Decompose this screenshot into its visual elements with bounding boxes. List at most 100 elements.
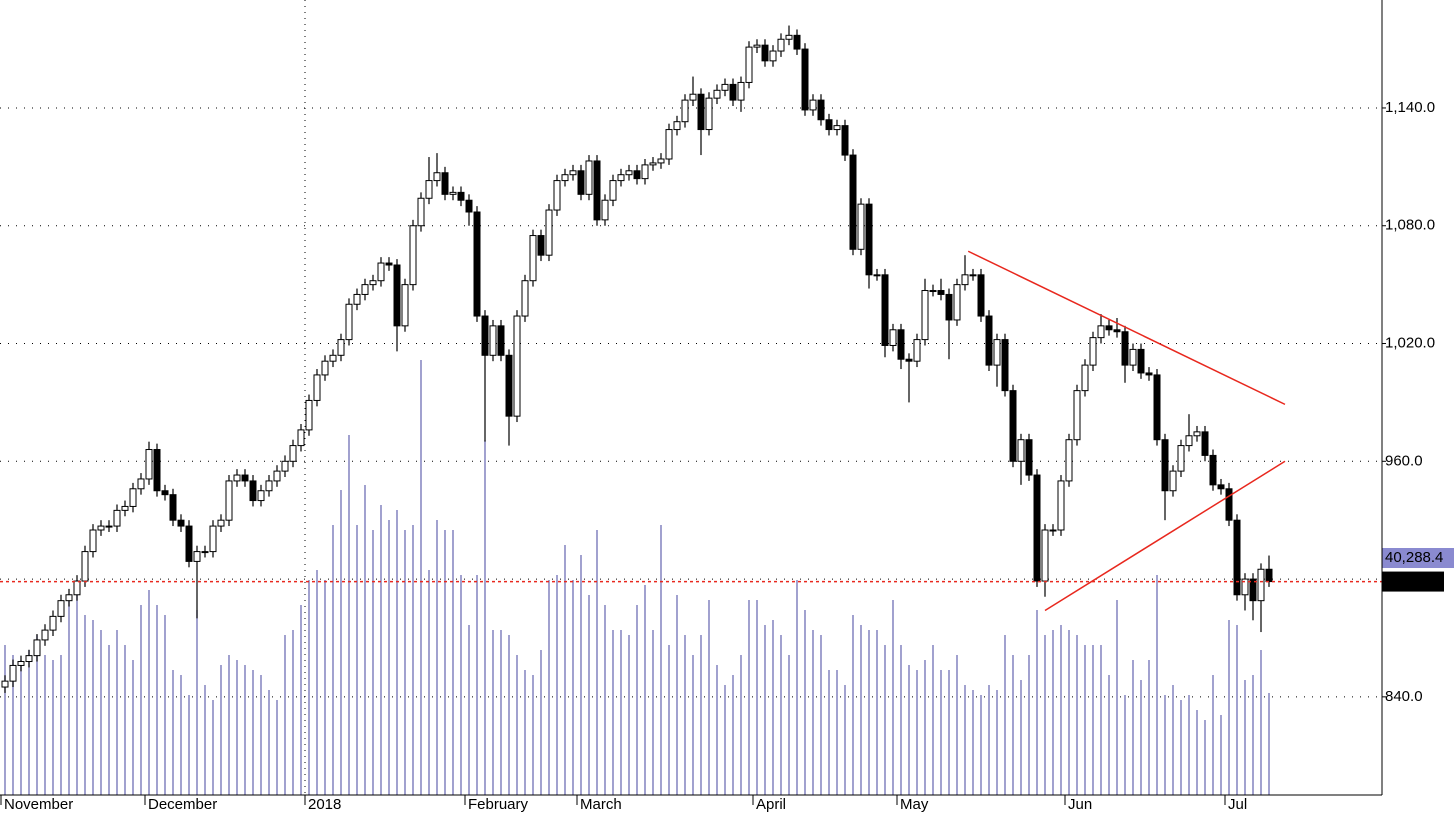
candle-body xyxy=(1161,439,1169,492)
candle-body xyxy=(665,129,673,160)
last-volume-label: 40,288.4 xyxy=(1385,549,1443,566)
candle-body xyxy=(281,460,289,472)
candle-body xyxy=(1121,331,1129,366)
candle-body xyxy=(937,290,945,295)
candle-body xyxy=(465,199,473,213)
candle-body xyxy=(1089,337,1097,366)
candle-body xyxy=(569,170,577,176)
x-tick-label: Jul xyxy=(1228,796,1247,813)
candle-body xyxy=(897,329,905,360)
y-tick-label: 840.0 xyxy=(1385,688,1423,705)
y-tick-label: 1,020.0 xyxy=(1385,334,1435,351)
candle-body xyxy=(1257,568,1265,602)
candle-body xyxy=(257,490,265,502)
candle-body xyxy=(137,478,145,490)
candle-body xyxy=(1233,519,1241,596)
candle-body xyxy=(105,525,113,528)
candle-body xyxy=(57,600,65,617)
candle-body xyxy=(1225,488,1233,521)
candle-body xyxy=(1217,484,1225,490)
candle-body xyxy=(1,680,9,688)
candle-body xyxy=(1145,372,1153,376)
candle-body xyxy=(193,551,201,562)
candle-body xyxy=(833,125,841,131)
candle-body xyxy=(385,262,393,266)
candle-body xyxy=(249,480,257,502)
candle-body xyxy=(89,529,97,553)
candle-body xyxy=(1153,374,1161,441)
candle-body xyxy=(865,203,873,276)
candle-body xyxy=(273,470,281,482)
candle-body xyxy=(1081,364,1089,392)
candle-body xyxy=(377,262,385,282)
trendline xyxy=(1044,460,1286,612)
candle-body xyxy=(545,209,553,256)
candle-body xyxy=(1065,439,1073,482)
candle-body xyxy=(473,211,481,317)
candle-body xyxy=(65,594,73,602)
candle-body xyxy=(305,399,313,431)
candle-body xyxy=(241,474,249,482)
candle-body xyxy=(977,274,985,317)
last-volume-box xyxy=(1382,548,1454,569)
candle-body xyxy=(25,655,33,663)
candle-body xyxy=(769,50,777,62)
candle-body xyxy=(353,293,361,305)
candle-body xyxy=(1185,435,1193,447)
candle-body xyxy=(817,99,825,121)
x-tick-label: December xyxy=(148,796,217,813)
candle-body xyxy=(497,325,505,356)
candle-body xyxy=(601,199,609,221)
candle-body xyxy=(321,360,329,376)
candle-body xyxy=(593,160,601,221)
candle-body xyxy=(121,505,129,511)
candle-body xyxy=(657,158,665,164)
candle-body xyxy=(1129,348,1137,366)
candle-body xyxy=(417,197,425,227)
candle-body xyxy=(929,290,937,293)
candle-body xyxy=(361,284,369,295)
x-tick-label: 2018 xyxy=(308,796,341,813)
candle-body xyxy=(9,664,17,682)
candle-body xyxy=(1033,474,1041,582)
candle-body xyxy=(841,125,849,156)
candle-body xyxy=(441,172,449,195)
candle-body xyxy=(393,264,401,327)
candle-body xyxy=(489,325,497,356)
candle-body xyxy=(721,83,729,91)
candle-body xyxy=(337,339,345,356)
candle-body xyxy=(73,580,81,596)
x-tick-label: March xyxy=(580,796,622,813)
candle-body xyxy=(1169,470,1177,492)
x-tick-label: April xyxy=(756,796,786,813)
candle-body xyxy=(969,274,977,277)
candle-body xyxy=(97,525,105,531)
x-tick-label: November xyxy=(4,796,73,813)
candle-body xyxy=(921,290,929,341)
candle-body xyxy=(345,303,353,341)
candle-body xyxy=(513,315,521,417)
candle-body xyxy=(697,93,705,131)
candle-body xyxy=(153,449,161,492)
candle-body xyxy=(1041,529,1049,582)
candle-body xyxy=(1177,445,1185,472)
candle-body xyxy=(217,519,225,527)
candle-body xyxy=(1241,578,1249,596)
candle-body xyxy=(409,225,417,286)
candle-body xyxy=(225,480,233,521)
candle-body xyxy=(553,180,561,211)
candle-body xyxy=(649,162,657,166)
y-tick-label: 1,140.0 xyxy=(1385,99,1435,116)
candle-body xyxy=(209,525,217,553)
x-tick-label: Jun xyxy=(1068,796,1092,813)
candle-body xyxy=(1049,529,1057,532)
candle-body xyxy=(313,374,321,401)
candle-body xyxy=(169,494,177,521)
candle-body xyxy=(777,38,785,52)
candle-body xyxy=(1105,325,1113,331)
candle-body xyxy=(681,99,689,123)
last-price-box xyxy=(1382,571,1444,592)
candle-body xyxy=(201,551,209,554)
trendline xyxy=(967,250,1286,406)
candle-body xyxy=(41,629,49,641)
